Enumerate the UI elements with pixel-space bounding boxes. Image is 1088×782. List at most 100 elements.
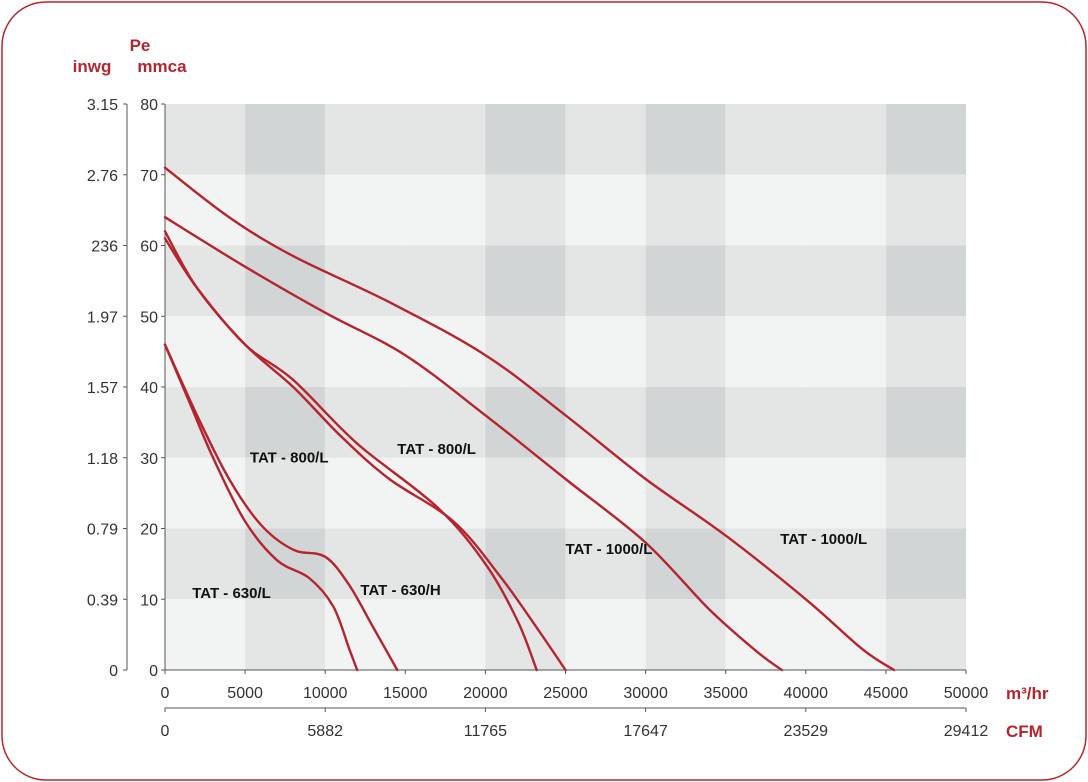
curve-label-3: TAT - 800/L [250, 450, 329, 467]
y-tick-mmca: 60 [140, 239, 158, 256]
grid-cell [325, 316, 406, 387]
grid-cell [165, 457, 246, 529]
grid-cell [405, 316, 486, 387]
grid-cell [885, 104, 966, 175]
plot-grid [165, 104, 966, 670]
y-tick-inwg: 3.15 [87, 97, 118, 114]
x-tick-m3hr: 45000 [864, 685, 909, 702]
grid-cell [805, 245, 886, 317]
x-tick-m3hr: 40000 [784, 685, 829, 702]
grid-cell [485, 245, 566, 317]
x-tick-m3hr: 20000 [463, 685, 508, 702]
x-tick-m3hr: 35000 [703, 685, 748, 702]
grid-cell [485, 528, 566, 600]
y-tick-mmca: 10 [140, 592, 158, 609]
series-line-4 [163, 230, 567, 672]
grid-cell [405, 245, 486, 317]
curve-label-1: TAT - 630/L [192, 585, 271, 602]
grid-cell [565, 174, 646, 246]
grid-cell [245, 316, 326, 387]
grid-cell [645, 174, 726, 246]
grid-cell [885, 387, 966, 458]
curves [163, 166, 896, 672]
grid-cell [245, 457, 326, 529]
grid-cell [165, 174, 246, 246]
series-line-5 [163, 216, 783, 672]
grid-cell [325, 245, 406, 317]
grid-cell [405, 387, 486, 458]
grid-cell [245, 174, 326, 246]
curve-label-5: TAT - 1000/L [566, 541, 653, 558]
grid-cell [725, 174, 806, 246]
x2-tick-cfm: 23529 [784, 723, 829, 740]
y-tick-mmca: 80 [140, 97, 158, 114]
y-left-unit: inwg [73, 57, 112, 76]
grid-cell [245, 599, 326, 670]
grid-cell [885, 245, 966, 317]
x-tick-m3hr: 0 [161, 685, 170, 702]
y-tick-inwg: 1.57 [87, 380, 118, 397]
y-tick-inwg: 2.76 [87, 168, 118, 185]
grid-cell [725, 245, 806, 317]
curve-label-6: TAT - 1000/L [780, 531, 867, 548]
x2-tick-cfm: 17647 [623, 723, 668, 740]
grid-cell [485, 174, 566, 246]
x-tick-m3hr: 10000 [303, 685, 348, 702]
grid-cell [645, 387, 726, 458]
y-tick-mmca: 20 [140, 522, 158, 539]
x2-tick-cfm: 5882 [307, 723, 343, 740]
grid-cell [405, 104, 486, 175]
grid-cell [325, 104, 406, 175]
grid-cell [325, 528, 406, 600]
grid-cell [725, 387, 806, 458]
grid-cell [245, 104, 326, 175]
grid-cell [165, 387, 246, 458]
grid-cell [485, 104, 566, 175]
grid-cell [245, 387, 326, 458]
grid-cell [165, 528, 246, 600]
grid-cell [325, 174, 406, 246]
x2-tick-cfm: 0 [161, 723, 170, 740]
x2-tick-cfm: 11765 [464, 723, 507, 740]
grid-cell [805, 457, 886, 529]
x2-axis-unit: CFM [1006, 722, 1043, 741]
grid-cell [165, 316, 246, 387]
grid-cell [325, 457, 406, 529]
grid-cell [325, 599, 406, 670]
grid-cell [645, 104, 726, 175]
x-axis-unit: m³/hr [1006, 684, 1049, 703]
y-tick-mmca: 0 [149, 663, 158, 680]
x-tick-m3hr: 5000 [227, 685, 263, 702]
grid-cell [645, 245, 726, 317]
series-line-6 [163, 166, 896, 672]
grid-cell [725, 457, 806, 529]
curve-label-4: TAT - 800/L [397, 441, 476, 458]
y-tick-mmca: 30 [140, 451, 158, 468]
grid-cell [645, 457, 726, 529]
axes [123, 103, 967, 712]
x-tick-m3hr: 25000 [543, 685, 588, 702]
grid-cell [565, 316, 646, 387]
grid-cell [565, 104, 646, 175]
grid-cell [325, 387, 406, 458]
grid-cell [565, 599, 646, 670]
grid-cell [565, 528, 646, 600]
grid-cell [725, 316, 806, 387]
y-tick-mmca: 40 [140, 380, 158, 397]
grid-cell [805, 528, 886, 600]
grid-cell [725, 104, 806, 175]
grid-cell [645, 316, 726, 387]
grid-cell [405, 174, 486, 246]
grid-cell [165, 599, 246, 670]
grid-cell [405, 457, 486, 529]
grid-cell [165, 104, 246, 175]
grid-cell [885, 457, 966, 529]
grid-cell [885, 528, 966, 600]
x-tick-m3hr: 30000 [623, 685, 668, 702]
y-tick-mmca: 50 [140, 309, 158, 326]
y-axis-title: Pe [130, 36, 151, 55]
y-tick-inwg: 1.18 [87, 451, 118, 468]
series-line-1 [163, 343, 359, 672]
